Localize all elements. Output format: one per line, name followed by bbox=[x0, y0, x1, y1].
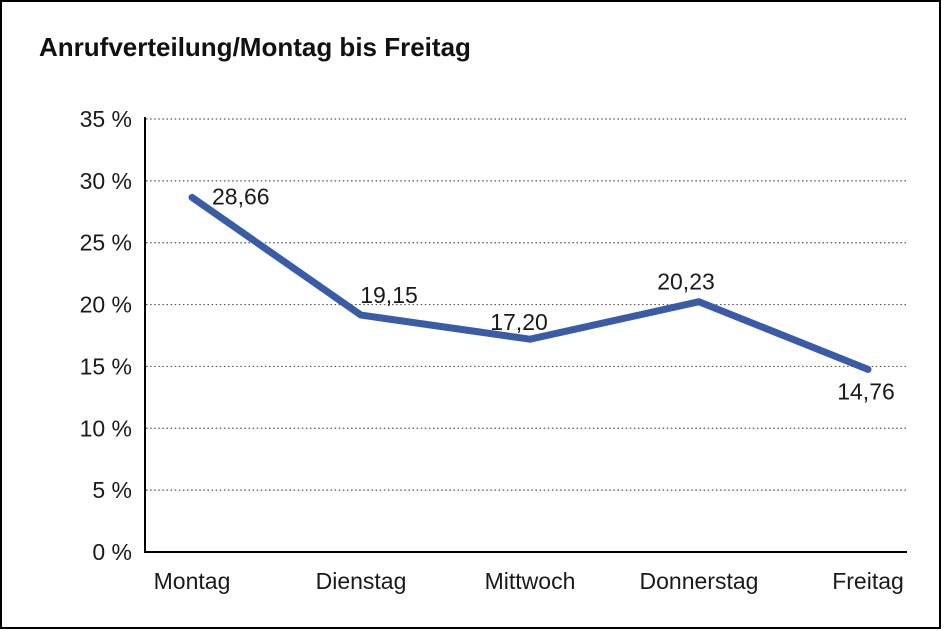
point-value-label: 17,20 bbox=[490, 309, 548, 335]
data-line-series bbox=[188, 193, 872, 373]
point-value-label: 20,23 bbox=[657, 269, 715, 295]
y-tick-label: 20 % bbox=[80, 292, 132, 318]
y-tick-label: 35 % bbox=[80, 106, 132, 132]
y-tick-label: 5 % bbox=[92, 477, 132, 503]
x-category-label: Donnerstag bbox=[640, 568, 759, 594]
chart-title: Anrufverteilung/Montag bis Freitag bbox=[39, 32, 471, 62]
x-category-label: Montag bbox=[154, 568, 231, 594]
x-category-label: Mittwoch bbox=[485, 568, 576, 594]
y-tick-label: 25 % bbox=[80, 230, 132, 256]
y-tick-label: 0 % bbox=[92, 539, 132, 565]
y-tick-label: 10 % bbox=[80, 415, 132, 441]
point-value-label: 28,66 bbox=[212, 183, 270, 209]
y-tick-label: 30 % bbox=[80, 168, 132, 194]
y-tick-label: 15 % bbox=[80, 353, 132, 379]
x-category-label: Dienstag bbox=[316, 568, 407, 594]
point-value-label: 19,15 bbox=[360, 282, 418, 308]
point-value-label: 14,76 bbox=[837, 378, 895, 404]
x-category-label: Freitag bbox=[832, 568, 904, 594]
